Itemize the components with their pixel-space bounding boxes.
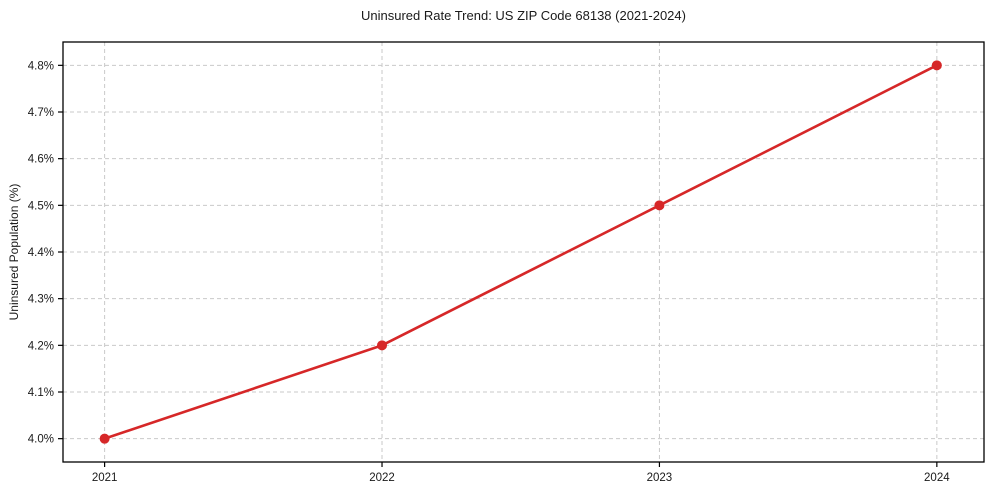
x-tick-label: 2022 — [369, 472, 395, 484]
data-point-2021 — [99, 433, 110, 444]
y-tick-label: 4.4% — [28, 247, 54, 259]
plot-frame — [62, 41, 985, 463]
data-point-2024 — [931, 60, 942, 71]
x-tick-label: 2024 — [924, 472, 950, 484]
data-point-2022 — [377, 340, 388, 351]
y-tick-label: 4.6% — [28, 154, 54, 166]
y-tick-label: 4.0% — [28, 434, 54, 446]
trend-line — [103, 64, 939, 440]
y-tick-label: 4.5% — [28, 200, 54, 212]
x-tick-label: 2021 — [92, 472, 118, 484]
y-tick-label: 4.8% — [28, 60, 54, 72]
y-tick-label: 4.1% — [28, 387, 54, 399]
x-tick-label: 2023 — [647, 472, 673, 484]
chart-title: Uninsured Rate Trend: US ZIP Code 68138 … — [361, 8, 686, 23]
y-tick-label: 4.3% — [28, 294, 54, 306]
data-point-2023 — [654, 200, 665, 211]
y-tick-label: 4.7% — [28, 107, 54, 119]
y-tick-label: 4.2% — [28, 340, 54, 352]
